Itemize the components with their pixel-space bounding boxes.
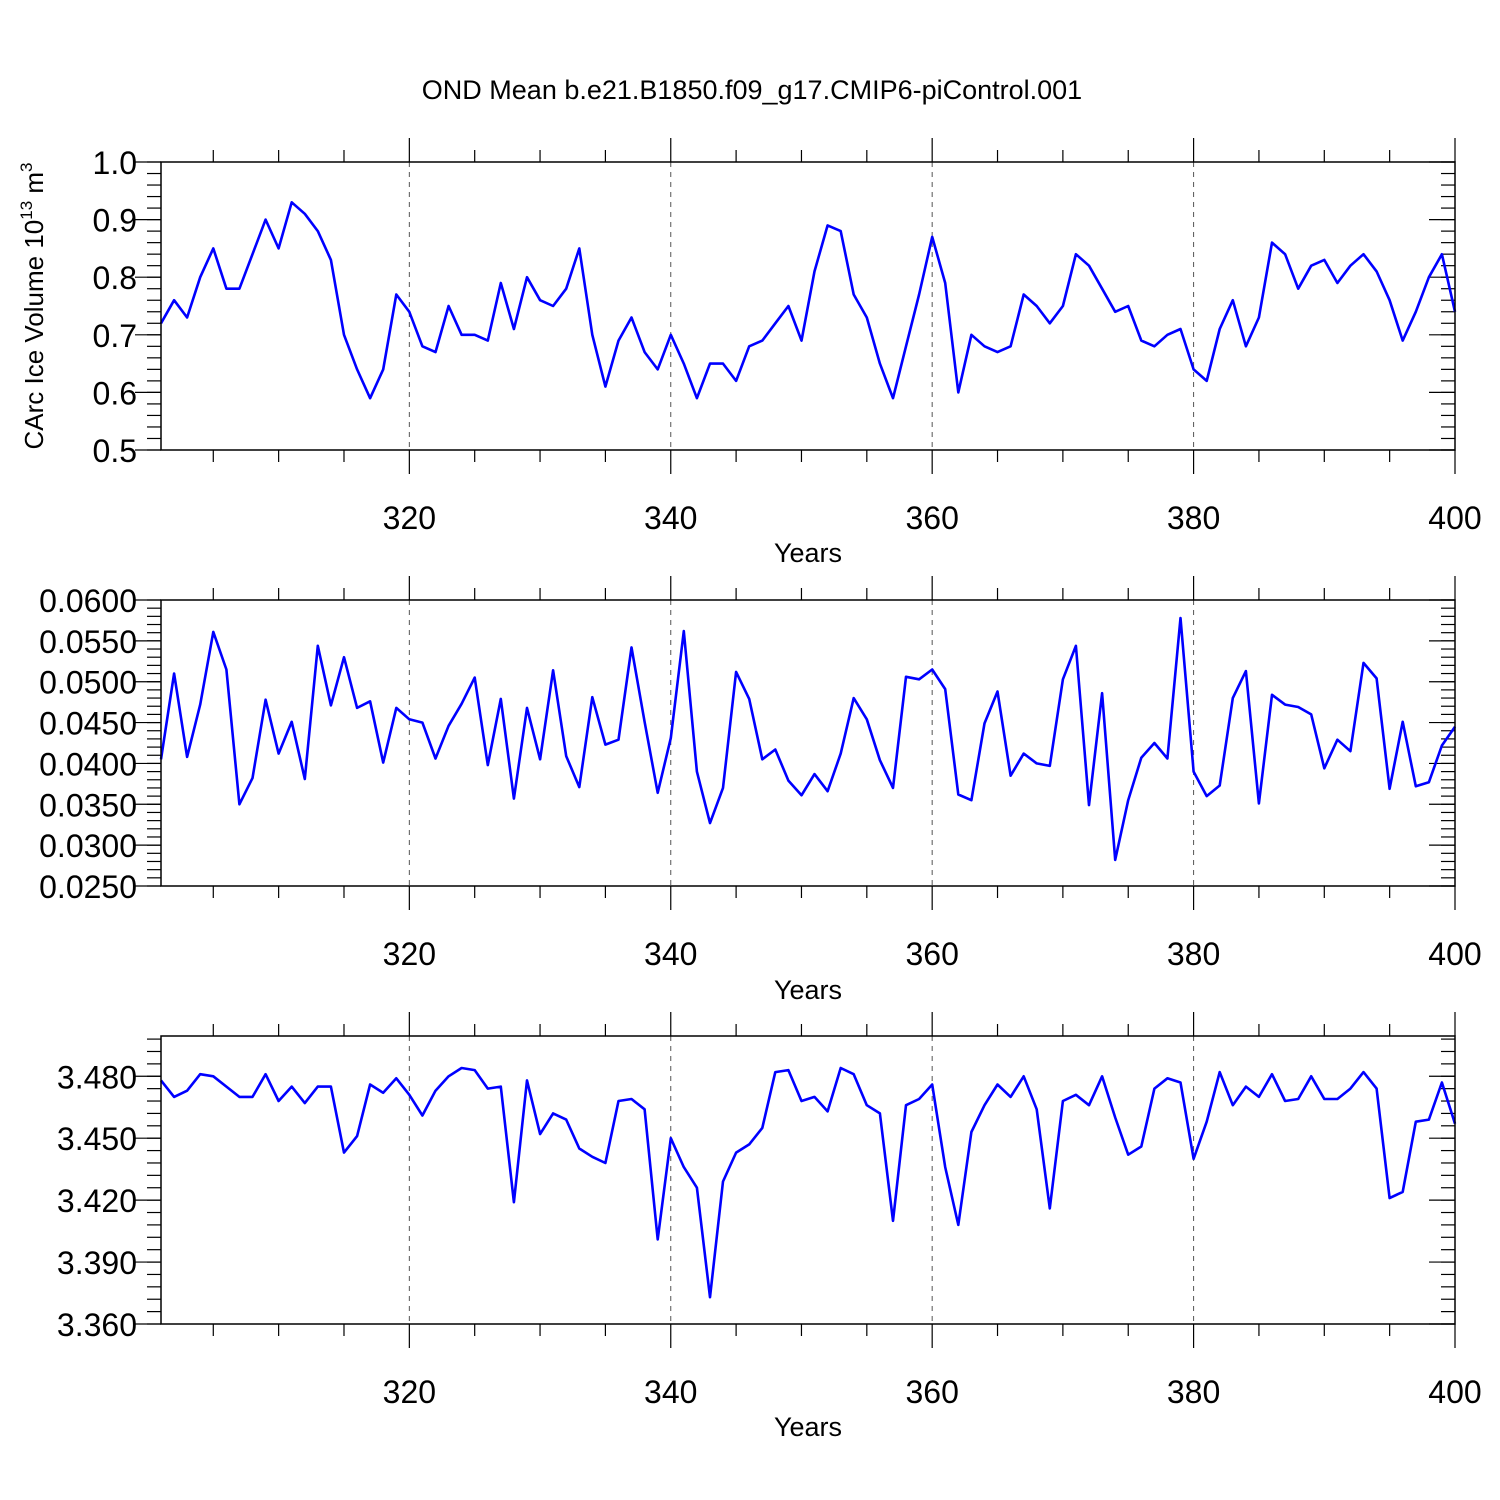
y-tick-label: 0.0600: [39, 583, 137, 619]
y-tick-label: 0.0550: [39, 624, 137, 660]
series-line: [159, 616, 1457, 862]
x-axis-label: Years: [774, 538, 842, 568]
x-tick-label: 380: [1167, 936, 1220, 972]
y-axis-label: CArc Ice Volume 1013 m3: [17, 162, 49, 449]
x-tick-label: 400: [1428, 936, 1481, 972]
x-tick-label: 400: [1428, 500, 1481, 536]
y-tick-label: 0.0400: [39, 746, 137, 782]
series-line: [159, 1066, 1457, 1299]
plot-frame: [160, 161, 1456, 451]
x-tick-label: 320: [383, 1374, 436, 1410]
y-tick-label: 3.390: [57, 1245, 137, 1281]
x-tick-label: 340: [644, 936, 697, 972]
x-tick-label: 400: [1428, 1374, 1481, 1410]
x-tick-label: 320: [383, 936, 436, 972]
y-tick-label: 0.0500: [39, 665, 137, 701]
y-tick-label: 0.8: [93, 260, 137, 296]
x-tick-label: 320: [383, 500, 436, 536]
x-tick-label: 340: [644, 1374, 697, 1410]
series-line: [159, 201, 1457, 400]
y-tick-label: 0.5: [93, 433, 137, 469]
x-axis-label: Years: [774, 1412, 842, 1442]
x-tick-label: 360: [905, 500, 958, 536]
y-tick-label: 0.9: [93, 203, 137, 239]
x-tick-label: 360: [905, 1374, 958, 1410]
x-tick-label: 380: [1167, 1374, 1220, 1410]
x-tick-label: 380: [1167, 500, 1220, 536]
panel-3: 320 340 360 380 400 3.360 3.390 3.420 3.450 3.48…: [57, 1012, 1482, 1442]
y-tick-label: 0.0450: [39, 706, 137, 742]
y-tick-label: 1.0: [93, 145, 137, 181]
y-tick-label: 0.0300: [39, 828, 137, 864]
y-tick-label: 0.0350: [39, 787, 137, 823]
x-tick-label: 340: [644, 500, 697, 536]
y-tick-label: 3.480: [57, 1059, 137, 1095]
y-tick-label: 0.6: [93, 375, 137, 411]
y-tick-label: 0.7: [93, 318, 137, 354]
panel-ice-volume: 320 340 360 380 400 0.5 0.6 0.7 0.8 0.9 1.0 Years…: [17, 138, 1482, 568]
y-tick-label: 3.450: [57, 1121, 137, 1157]
y-tick-label: 3.360: [57, 1307, 137, 1343]
x-axis-label: Years: [774, 975, 842, 1005]
y-tick-label: 0.0250: [39, 869, 137, 905]
x-tick-label: 360: [905, 936, 958, 972]
panel-2: 320 340 360 380 400 0.0250 0.0300 0.0350 0.0400…: [39, 576, 1482, 1005]
y-tick-label: 3.420: [57, 1183, 137, 1219]
plot-frame: [160, 599, 1456, 887]
chart-title: OND Mean b.e21.B1850.f09_g17.CMIP6-piCon…: [422, 75, 1082, 105]
plot-frame: [160, 1035, 1456, 1325]
